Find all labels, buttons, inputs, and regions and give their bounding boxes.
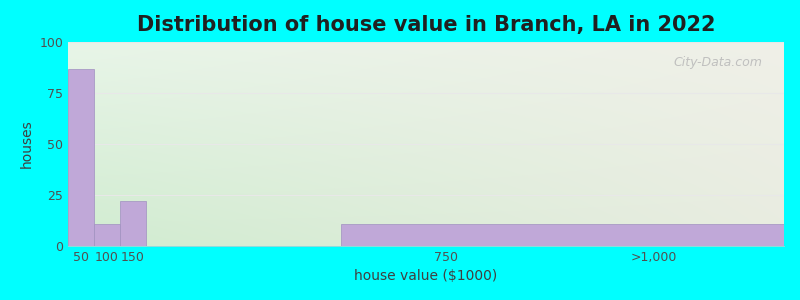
Bar — [342, 224, 784, 246]
X-axis label: house value ($1000): house value ($1000) — [354, 269, 498, 284]
Bar — [120, 201, 146, 246]
Bar — [68, 68, 94, 246]
Text: City-Data.com: City-Data.com — [674, 56, 762, 69]
Title: Distribution of house value in Branch, LA in 2022: Distribution of house value in Branch, L… — [137, 15, 715, 35]
Bar — [94, 224, 120, 246]
Y-axis label: houses: houses — [20, 120, 34, 168]
